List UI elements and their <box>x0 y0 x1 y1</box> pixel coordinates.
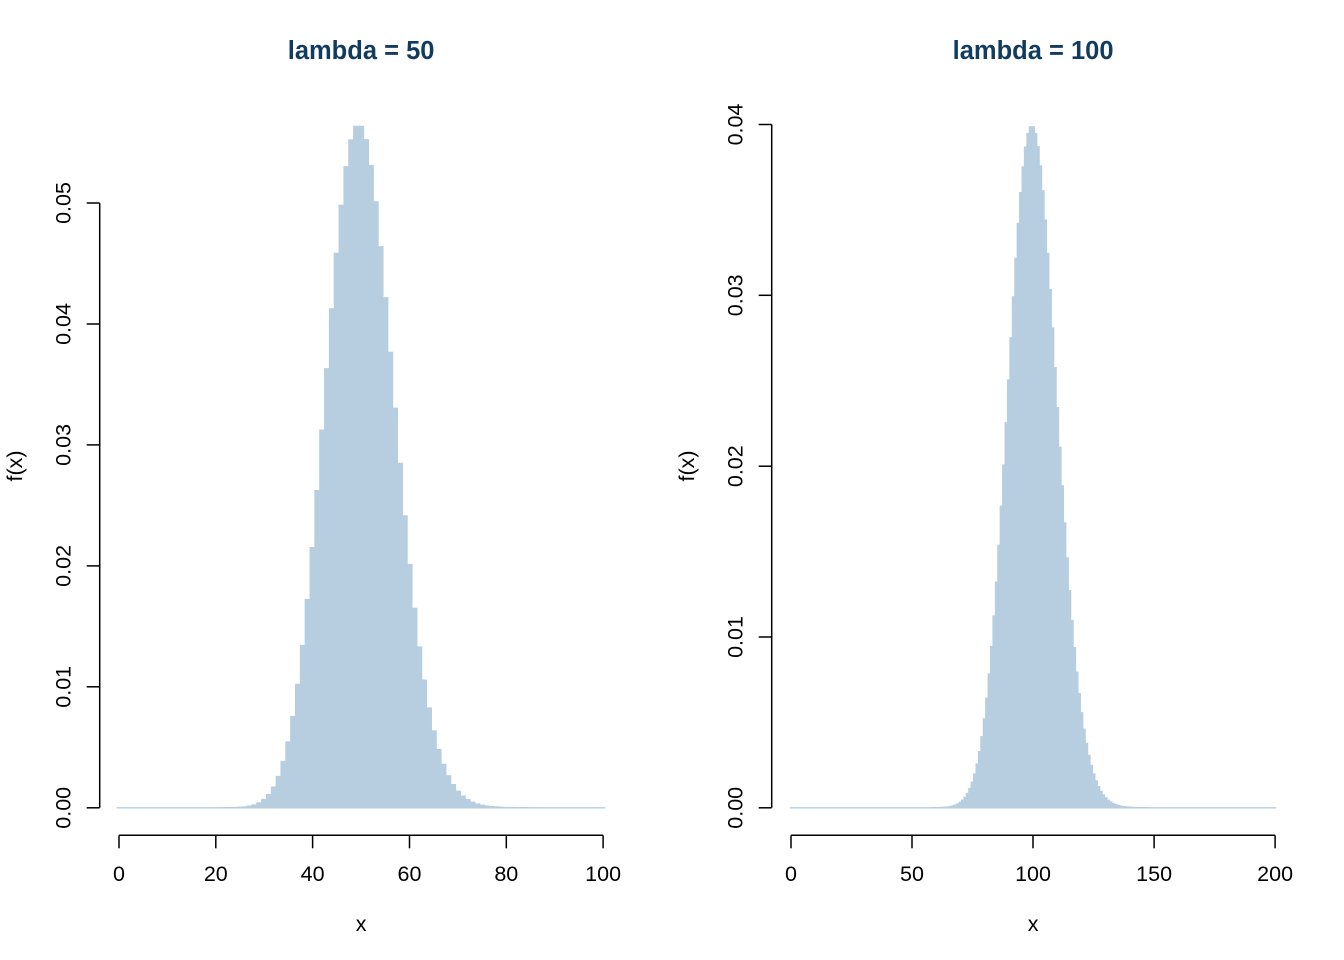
svg-text:40: 40 <box>301 862 325 886</box>
svg-text:0.02: 0.02 <box>52 545 76 587</box>
svg-text:f(x): f(x) <box>3 450 27 481</box>
svg-text:x: x <box>356 912 367 936</box>
svg-text:0.01: 0.01 <box>52 666 76 708</box>
svg-text:60: 60 <box>398 862 422 886</box>
svg-text:0.03: 0.03 <box>724 274 748 316</box>
svg-text:0.04: 0.04 <box>52 303 76 345</box>
svg-text:0.05: 0.05 <box>52 182 76 224</box>
svg-text:0.02: 0.02 <box>724 445 748 487</box>
svg-text:0.04: 0.04 <box>724 104 748 146</box>
svg-text:f(x): f(x) <box>675 450 699 481</box>
svg-text:150: 150 <box>1136 862 1172 886</box>
svg-text:0: 0 <box>113 862 125 886</box>
svg-text:0.00: 0.00 <box>724 787 748 829</box>
svg-text:0.01: 0.01 <box>724 616 748 658</box>
svg-text:lambda = 50: lambda = 50 <box>288 37 435 65</box>
svg-text:0: 0 <box>785 862 797 886</box>
svg-text:lambda = 100: lambda = 100 <box>953 37 1114 65</box>
svg-text:x: x <box>1028 912 1039 936</box>
svg-text:80: 80 <box>494 862 518 886</box>
svg-text:100: 100 <box>585 862 621 886</box>
svg-text:0.00: 0.00 <box>52 787 76 829</box>
svg-text:0.03: 0.03 <box>52 424 76 466</box>
svg-text:50: 50 <box>900 862 924 886</box>
svg-text:200: 200 <box>1257 862 1293 886</box>
svg-text:20: 20 <box>204 862 228 886</box>
svg-text:100: 100 <box>1015 862 1051 886</box>
